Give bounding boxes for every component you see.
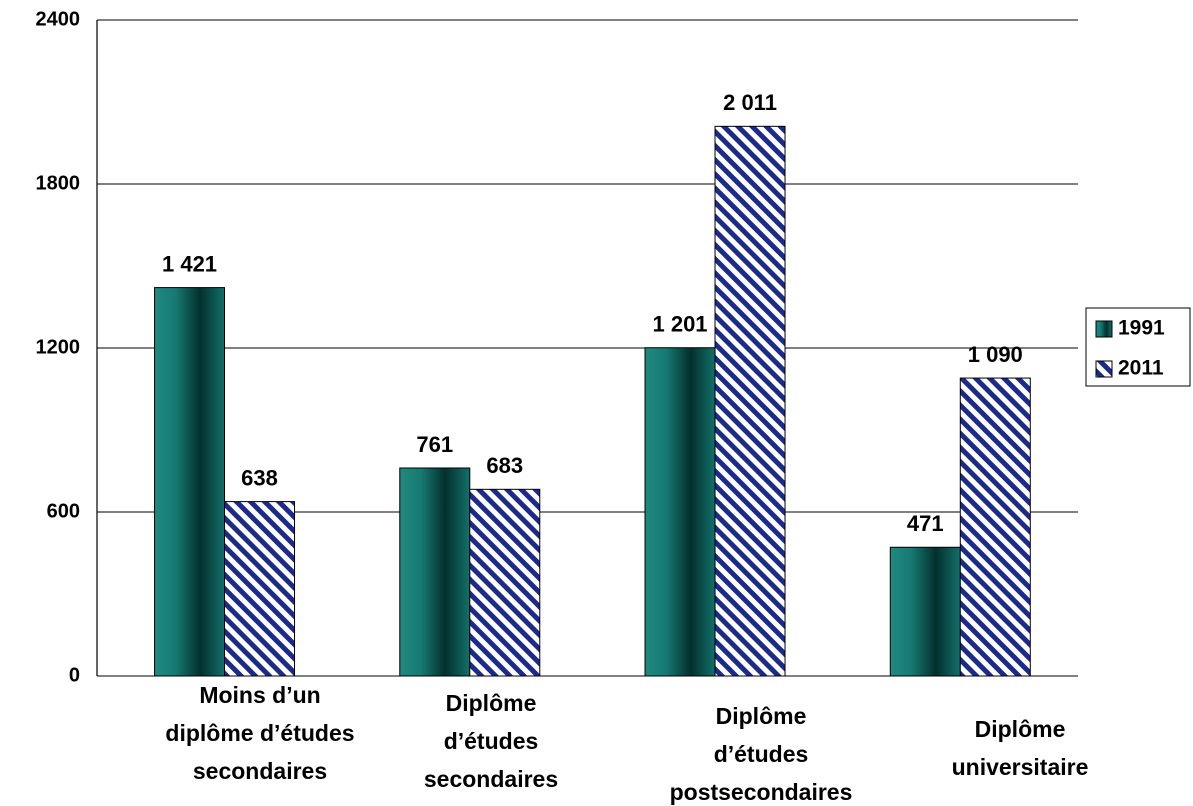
y-tick-label: 0 bbox=[69, 664, 80, 686]
value-label: 1 201 bbox=[652, 312, 707, 337]
bar bbox=[224, 501, 296, 677]
x-tick-label-line: universitaire bbox=[952, 754, 1089, 780]
x-tick-label-line: secondaires bbox=[193, 758, 327, 784]
value-label: 761 bbox=[416, 432, 453, 457]
x-tick-label-line: d’études bbox=[444, 728, 539, 754]
x-tick-label-line: postsecondaires bbox=[670, 779, 853, 805]
bar bbox=[714, 125, 786, 677]
x-tick-label: Diplôme universitaire bbox=[952, 716, 1089, 780]
legend-label: 2011 bbox=[1118, 357, 1164, 380]
x-tick-label: Diplôme d’études secondaires bbox=[424, 690, 558, 792]
value-label: 1 090 bbox=[968, 342, 1023, 367]
x-tick-label-line: Moins d’un bbox=[199, 682, 320, 708]
bar bbox=[154, 287, 226, 677]
legend-label: 1991 bbox=[1118, 317, 1165, 340]
x-tick-label-line: Diplôme bbox=[446, 690, 537, 716]
legend-swatch bbox=[1095, 320, 1113, 338]
x-tick-label-line: secondaires bbox=[424, 766, 558, 792]
bar bbox=[959, 377, 1031, 677]
bar bbox=[889, 546, 961, 677]
x-tick-label-line: Diplôme bbox=[975, 716, 1066, 742]
value-label: 1 421 bbox=[162, 251, 217, 276]
x-tick-label: Diplôme d’études postsecondaires bbox=[670, 703, 853, 805]
x-tick-label-line: d’études bbox=[714, 741, 809, 767]
value-label: 471 bbox=[907, 511, 944, 536]
value-label: 2 011 bbox=[723, 90, 777, 115]
y-tick-label: 2400 bbox=[36, 8, 81, 30]
x-tick-label-line: diplôme d’études bbox=[165, 720, 354, 746]
value-label: 683 bbox=[486, 453, 523, 478]
y-tick-label: 1800 bbox=[36, 172, 81, 194]
bar bbox=[469, 488, 541, 677]
bar bbox=[644, 347, 716, 677]
x-tick-label-line: Diplôme bbox=[716, 703, 807, 729]
x-tick-label: Moins d’un diplôme d’études secondaires bbox=[165, 682, 354, 784]
bar bbox=[399, 467, 471, 677]
legend-swatch bbox=[1095, 360, 1113, 378]
y-tick-label: 600 bbox=[47, 500, 80, 522]
y-tick-label: 1200 bbox=[36, 336, 81, 358]
value-label: 638 bbox=[241, 465, 278, 490]
